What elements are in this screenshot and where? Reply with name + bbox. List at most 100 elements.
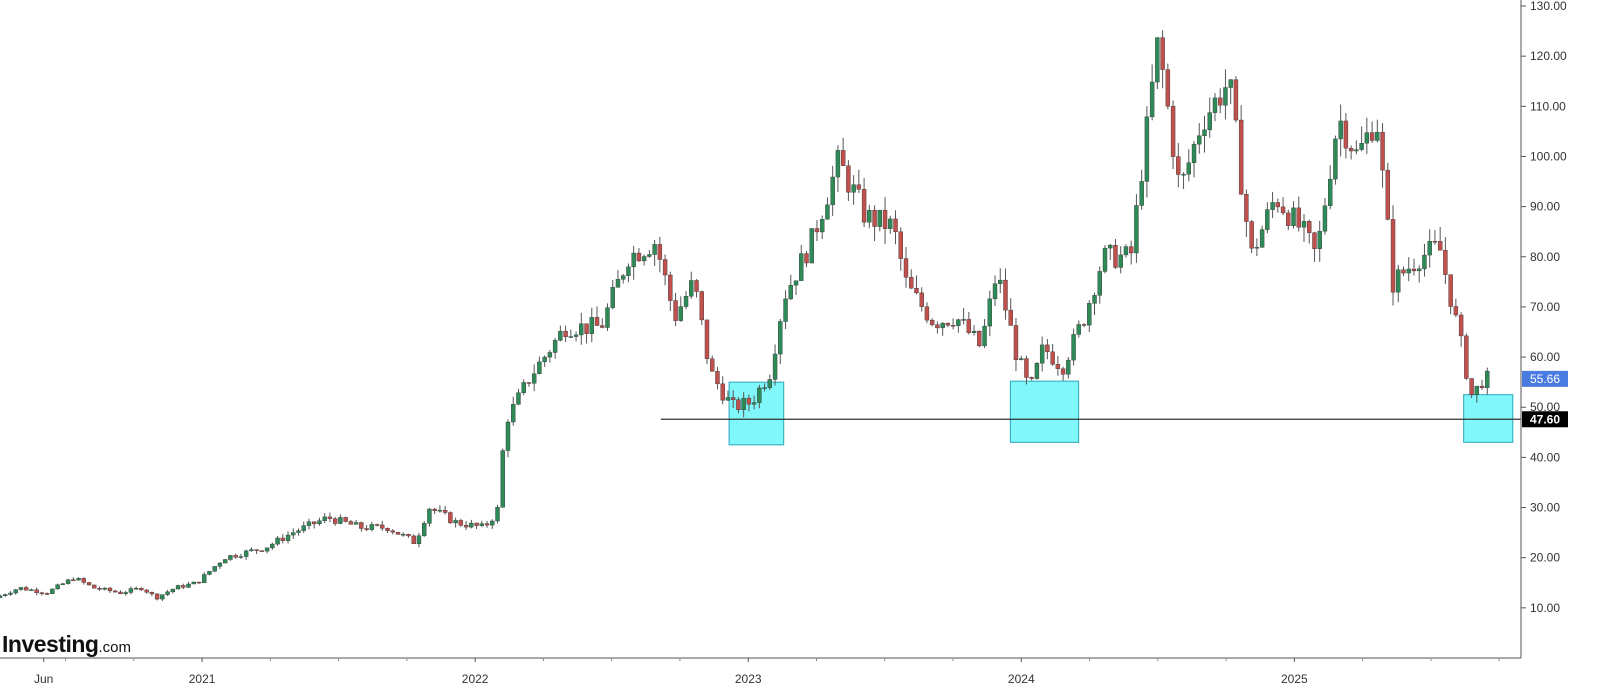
- candle-down: [1464, 335, 1469, 379]
- candle-up: [1149, 81, 1155, 118]
- candle-up: [306, 521, 312, 526]
- candle-up: [353, 522, 359, 525]
- candle-up: [401, 534, 406, 536]
- candle-down: [343, 517, 348, 522]
- candle-down: [1176, 156, 1181, 175]
- candle-up: [296, 530, 301, 533]
- candle-down: [584, 323, 589, 334]
- candle-down: [1055, 364, 1061, 369]
- candle-down: [710, 358, 715, 372]
- x-tick-label: 2025: [1281, 672, 1308, 686]
- candle-up: [579, 323, 584, 336]
- candle-up: [1076, 324, 1082, 335]
- candle-down: [730, 397, 736, 400]
- candle-up: [217, 562, 223, 567]
- candle-up: [1406, 268, 1411, 274]
- candle-up: [631, 252, 636, 268]
- candle-up: [772, 353, 778, 380]
- y-tick-label: 40.00: [1530, 450, 1560, 464]
- candle-up: [495, 507, 500, 522]
- candle-down: [380, 524, 385, 529]
- x-ticks: Jun 2021 2022 2023 2024 2025: [34, 658, 1500, 686]
- candle-up: [29, 589, 34, 591]
- candle-up: [757, 387, 762, 403]
- candle-down: [720, 383, 725, 401]
- candle-down: [872, 209, 877, 227]
- candle-down: [1280, 206, 1286, 214]
- candle-down: [1286, 212, 1291, 226]
- y-tick-label: 80.00: [1530, 250, 1560, 264]
- candle-up: [1071, 334, 1076, 361]
- candle-down: [1045, 344, 1050, 353]
- candle-down: [86, 582, 92, 586]
- candle-down: [1128, 246, 1134, 254]
- candle-up: [18, 587, 24, 590]
- candle-up: [238, 556, 244, 558]
- candle-down: [882, 209, 888, 229]
- candle-down: [668, 274, 673, 301]
- support-zone-box: [728, 381, 785, 446]
- candle-up: [1197, 135, 1202, 145]
- candle-up: [1019, 358, 1024, 361]
- candle-up: [301, 525, 306, 531]
- candle-up: [1144, 116, 1150, 182]
- candle-up: [683, 296, 689, 307]
- candle-down: [1050, 351, 1055, 365]
- candle-up: [416, 535, 422, 545]
- candle-down: [919, 292, 924, 307]
- candle-up: [1039, 344, 1045, 364]
- y-tick-label: 60.00: [1530, 350, 1560, 364]
- candle-down: [1390, 219, 1396, 293]
- candle-up: [809, 228, 814, 264]
- candle-down: [233, 555, 238, 558]
- candle-up: [1102, 247, 1108, 272]
- candle-down: [1348, 148, 1354, 152]
- candle-down: [1003, 279, 1008, 311]
- candle-up: [1097, 271, 1102, 296]
- candle-down: [1385, 169, 1390, 220]
- candle-up: [961, 319, 966, 321]
- candle-down: [395, 531, 401, 535]
- candle-down: [332, 518, 338, 524]
- candle-up: [3, 594, 8, 596]
- candle-down: [814, 228, 820, 233]
- candle-up: [573, 334, 579, 337]
- candle-up: [1066, 359, 1071, 375]
- candle-down: [259, 550, 265, 552]
- candle-down: [715, 371, 720, 385]
- candle-up: [1396, 269, 1401, 293]
- candle-down: [1060, 368, 1066, 375]
- candle-up: [207, 570, 212, 575]
- candle-up: [264, 547, 270, 552]
- candle-down: [181, 585, 186, 588]
- candle-up: [610, 287, 615, 308]
- candle-down: [374, 524, 380, 526]
- candle-up: [1191, 143, 1197, 164]
- candle-up: [228, 555, 233, 560]
- candle-down: [1013, 325, 1019, 361]
- candle-up: [778, 321, 783, 355]
- candle-down: [1343, 120, 1349, 149]
- candle-up: [1422, 254, 1427, 270]
- candle-up: [1181, 174, 1186, 176]
- candle-up: [956, 319, 961, 326]
- candle-down: [81, 578, 86, 583]
- candle-up: [647, 254, 652, 257]
- candle-up: [338, 517, 343, 524]
- candle-up: [1327, 178, 1333, 206]
- candle-up: [1207, 112, 1212, 131]
- candle-up: [1333, 138, 1338, 180]
- candle-up: [987, 298, 992, 327]
- candle-up: [437, 509, 443, 512]
- candle-down: [149, 591, 155, 595]
- candle-down: [1275, 202, 1281, 208]
- candle-down: [929, 319, 935, 325]
- candle-down: [154, 593, 160, 600]
- candle-up: [971, 330, 977, 333]
- candle-up: [1092, 295, 1097, 304]
- candle-up: [1427, 241, 1432, 256]
- candle-up: [830, 176, 835, 206]
- candle-up: [128, 588, 134, 593]
- candle-up: [1474, 385, 1480, 395]
